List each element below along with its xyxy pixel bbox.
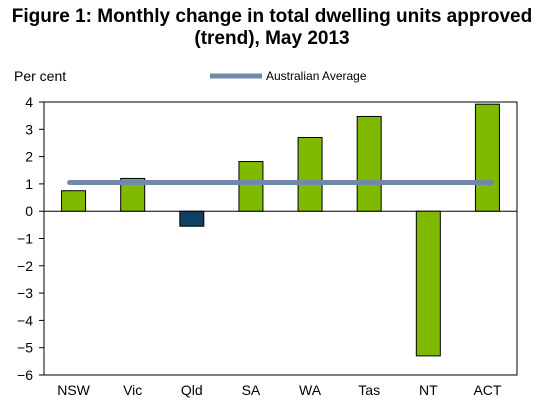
bar-qld <box>179 210 205 227</box>
y-tick-label: 4 <box>25 94 33 110</box>
bar-nt <box>415 210 441 357</box>
y-tick-label: −3 <box>17 285 33 301</box>
x-category-label: Qld <box>181 382 203 398</box>
y-tick-label: 3 <box>25 121 33 137</box>
y-tick-label: −6 <box>17 367 33 383</box>
bar-sa <box>238 161 264 212</box>
y-tick-label: 0 <box>25 203 33 219</box>
y-tick-label: −5 <box>17 340 33 356</box>
x-category-label: NSW <box>57 382 90 398</box>
y-tick-label: 2 <box>25 149 33 165</box>
y-tick-label: −1 <box>17 231 33 247</box>
bar-tas <box>356 115 382 212</box>
y-tick-label: 1 <box>25 176 33 192</box>
x-category-label: Tas <box>358 382 380 398</box>
bar-wa <box>297 136 323 212</box>
x-category-label: NT <box>419 382 438 398</box>
y-axis-unit-label: Per cent <box>14 68 67 84</box>
y-tick-label: −2 <box>17 258 33 274</box>
chart-title-line-2: (trend), May 2013 <box>194 28 350 49</box>
chart-title: Figure 1: Monthly change in total dwelli… <box>0 6 544 50</box>
legend-label-australian-average: Australian Average <box>266 69 367 83</box>
bar-act <box>474 103 500 212</box>
plot-area-border <box>43 101 518 376</box>
bar-nsw <box>61 190 87 212</box>
x-category-label: ACT <box>473 382 501 398</box>
x-category-label: WA <box>299 382 322 398</box>
chart-title-line-1: Figure 1: Monthly change in total dwelli… <box>11 6 533 27</box>
x-category-label: Vic <box>123 382 142 398</box>
x-category-label: SA <box>242 382 261 398</box>
y-tick-label: −4 <box>17 312 33 328</box>
